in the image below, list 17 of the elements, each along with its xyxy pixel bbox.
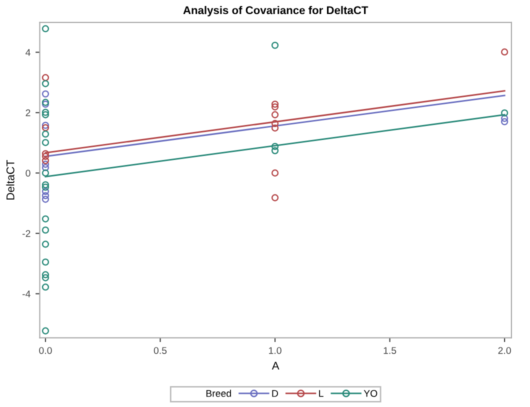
x-tick-label: 0.0 [39, 347, 52, 354]
legend-label: YO [364, 390, 378, 397]
y-tick-label: 2 [26, 109, 30, 116]
x-axis-title: A [272, 362, 280, 370]
x-tick-label: 0.5 [154, 347, 167, 354]
x-tick-label: 1.0 [269, 347, 282, 354]
legend-label: D [272, 390, 278, 397]
legend-title: Breed [206, 390, 231, 397]
chart-title: Analysis of Covariance for DeltaCT [183, 6, 368, 16]
y-tick-label: 4 [26, 49, 30, 56]
x-tick-label: 1.5 [384, 347, 396, 354]
y-tick-label: -4 [22, 290, 30, 298]
y-tick-label: -2 [22, 230, 30, 237]
x-tick-label: 2.0 [498, 347, 511, 354]
y-tick-label: 0 [26, 170, 30, 177]
y-axis-title: DeltaCT [6, 160, 14, 200]
legend-label: L [319, 390, 324, 397]
